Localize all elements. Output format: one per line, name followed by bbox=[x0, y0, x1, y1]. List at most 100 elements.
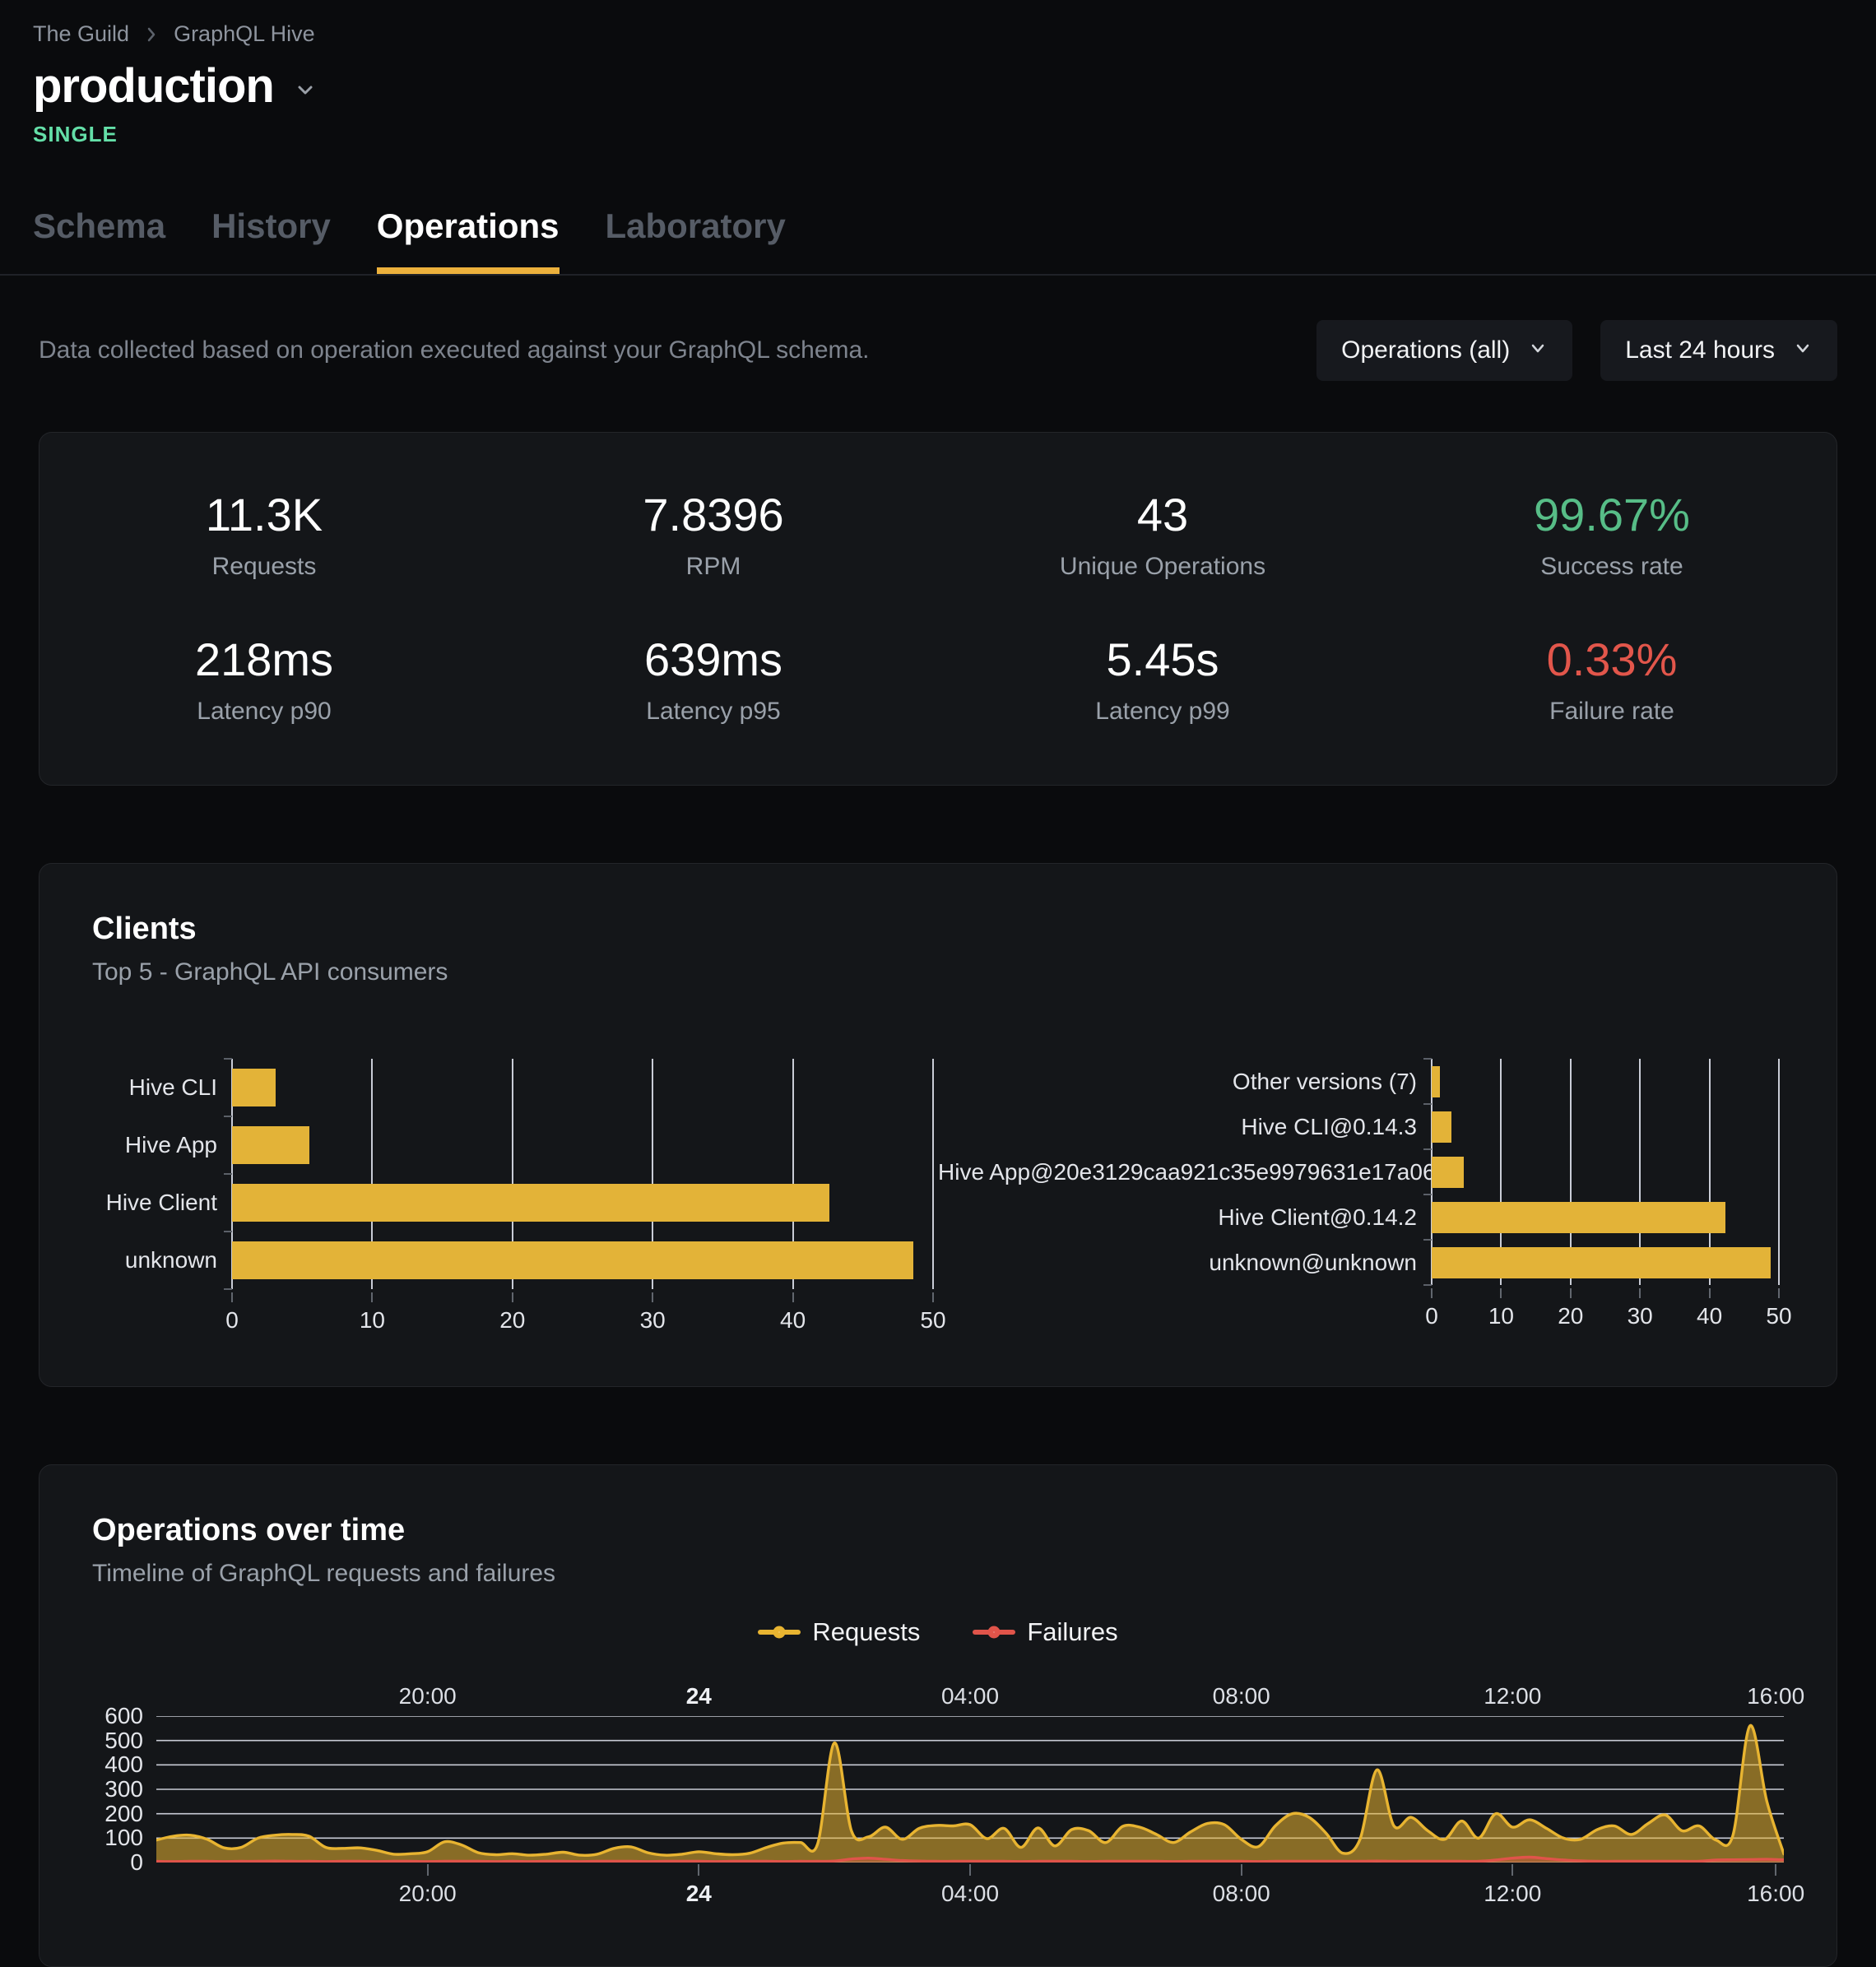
stats-panel: 11.3K Requests 7.8396 RPM 43 Unique Operation… bbox=[39, 432, 1837, 786]
timeline-area-chart bbox=[156, 1716, 1784, 1863]
bar-track bbox=[232, 1116, 938, 1174]
bar-row: Hive App@20e3129caa921c35e9979631e17a067… bbox=[938, 1149, 1784, 1195]
bar-row: unknown bbox=[92, 1232, 938, 1289]
stat-unique-operations: 43 Unique Operations bbox=[938, 489, 1387, 581]
breadcrumb-project[interactable]: GraphQL Hive bbox=[174, 21, 315, 46]
page-title: production bbox=[33, 59, 275, 113]
stat-success-rate: 99.67% Success rate bbox=[1387, 489, 1837, 581]
y-tick-label: 100 bbox=[104, 1825, 143, 1851]
bar-category-label: unknown@unknown bbox=[1209, 1249, 1417, 1275]
bar-hive-app bbox=[232, 1126, 309, 1164]
x-tick-label-bottom: 20:00 bbox=[398, 1881, 457, 1906]
timeline-legend: Requests Failures bbox=[92, 1617, 1784, 1647]
bar-track bbox=[1432, 1149, 1784, 1195]
tab-history[interactable]: History bbox=[211, 206, 331, 245]
timeline-x-axis-bottom-labels: 20:00 24 04:00 08:00 12:00 16:00 bbox=[156, 1863, 1804, 1909]
bar-category-label: Hive CLI bbox=[128, 1074, 217, 1100]
x-tick-label: 40 bbox=[1697, 1303, 1723, 1329]
bar-track bbox=[1432, 1240, 1784, 1285]
target-selector-chevron-down-icon[interactable] bbox=[292, 77, 318, 107]
bar-row: Hive App bbox=[92, 1116, 938, 1174]
bar-row: Hive CLI bbox=[92, 1059, 938, 1116]
x-tick-label-bottom: 16:00 bbox=[1747, 1881, 1805, 1906]
stat-value: 639ms bbox=[643, 633, 783, 685]
timeline-y-axis-labels: 0 100 200 300 400 500 600 bbox=[92, 1703, 156, 1875]
bar-track bbox=[232, 1232, 938, 1289]
bar-category-label: Hive Client bbox=[105, 1190, 217, 1215]
bar-hive-cli bbox=[232, 1069, 276, 1106]
bar-other-versions-7- bbox=[1432, 1065, 1441, 1097]
y-tick-label: 0 bbox=[130, 1849, 143, 1875]
stat-latency-p90: 218ms Latency p90 bbox=[39, 633, 489, 726]
x-tick-label-top: 12:00 bbox=[1484, 1683, 1542, 1709]
clients-by-version-chart: Other versions (7) Hive CLI@0.14.3 Hive Ap… bbox=[938, 1058, 1792, 1334]
stats-grid: 11.3K Requests 7.8396 RPM 43 Unique Operation… bbox=[39, 489, 1837, 726]
page-header: The Guild GraphQL Hive production SINGLE bbox=[0, 0, 1876, 147]
timeline-x-axis-top-labels: 20:00 24 04:00 08:00 12:00 16:00 bbox=[156, 1680, 1804, 1716]
stat-value: 11.3K bbox=[205, 489, 323, 540]
bar-row: Hive CLI@0.14.3 bbox=[938, 1104, 1784, 1149]
bar-track bbox=[1432, 1104, 1784, 1149]
stat-latency-p95: 639ms Latency p95 bbox=[489, 633, 938, 726]
x-tick-label-top: 04:00 bbox=[940, 1683, 1000, 1709]
legend-label: Failures bbox=[1027, 1617, 1118, 1646]
x-tick-label: 30 bbox=[1627, 1303, 1653, 1329]
timeline-plot: 20:00 24 04:00 08:00 12:00 16:00 20:00 24 04:00… bbox=[156, 1680, 1804, 1909]
tab-schema[interactable]: Schema bbox=[33, 206, 166, 245]
timeline-panel-title: Operations over time bbox=[92, 1513, 406, 1547]
stat-failure-rate: 0.33% Failure rate bbox=[1387, 633, 1837, 726]
x-tick-label-top: 20:00 bbox=[398, 1683, 457, 1709]
x-tick-label: 50 bbox=[1766, 1303, 1792, 1329]
clients-by-name-chart: Hive CLI Hive App Hive Client unknown 0 10 20 3… bbox=[92, 1058, 946, 1334]
x-tick-label: 30 bbox=[639, 1307, 666, 1333]
stat-value: 99.67% bbox=[1534, 489, 1690, 540]
stat-value: 0.33% bbox=[1546, 633, 1678, 685]
bar-row: Other versions (7) bbox=[938, 1059, 1784, 1104]
tab-operations[interactable]: Operations bbox=[376, 206, 560, 274]
timeline-chart: 0 100 200 300 400 500 600 20:00 24 04:00 08:00 12:… bbox=[92, 1680, 1804, 1909]
bar-hive-app-20e3129caa921c35e9979631e17a0679 bbox=[1432, 1156, 1464, 1188]
y-tick-label: 300 bbox=[104, 1776, 143, 1802]
x-tick-label: 20 bbox=[499, 1307, 526, 1333]
legend-item-requests[interactable]: Requests bbox=[758, 1617, 920, 1647]
stat-label: Latency p95 bbox=[646, 698, 781, 725]
stat-rpm: 7.8396 RPM bbox=[489, 489, 938, 581]
stat-label: Requests bbox=[211, 553, 317, 580]
bar-category-label: Hive App bbox=[124, 1132, 217, 1157]
bar-chart-gridlines bbox=[224, 1058, 934, 1290]
x-tick-label: 0 bbox=[1425, 1303, 1438, 1329]
stat-label: Latency p90 bbox=[197, 698, 332, 725]
y-tick-label: 500 bbox=[104, 1727, 143, 1753]
bar-row: unknown@unknown bbox=[938, 1240, 1784, 1285]
x-tick-label: 10 bbox=[359, 1307, 385, 1333]
clients-charts-row: Hive CLI Hive App Hive Client unknown 0 10 20 3… bbox=[92, 1058, 1792, 1334]
operations-description: Data collected based on operation execut… bbox=[39, 336, 870, 364]
bar-unknown-unknown bbox=[1432, 1246, 1771, 1278]
legend-label: Requests bbox=[812, 1617, 921, 1646]
stat-label: Unique Operations bbox=[1059, 553, 1266, 580]
chevron-down-icon bbox=[1528, 336, 1548, 364]
bar-category-label: unknown bbox=[124, 1247, 217, 1273]
stat-value: 5.45s bbox=[1106, 633, 1219, 685]
y-tick-label: 400 bbox=[104, 1751, 143, 1778]
x-tick-label-bottom: 12:00 bbox=[1484, 1881, 1542, 1906]
legend-item-failures[interactable]: Failures bbox=[973, 1617, 1118, 1647]
bar-track bbox=[232, 1174, 938, 1232]
bar-category-label: Other versions (7) bbox=[1232, 1068, 1417, 1094]
y-tick-label: 200 bbox=[104, 1800, 143, 1826]
bar-category-label: Hive App@20e3129caa921c35e9979631e17a067… bbox=[938, 1158, 1461, 1185]
x-tick-label-bottom: 08:00 bbox=[1212, 1881, 1270, 1906]
bar-hive-cli-0-14-3 bbox=[1432, 1111, 1451, 1143]
tab-laboratory[interactable]: Laboratory bbox=[605, 206, 786, 245]
bar-track bbox=[1432, 1195, 1784, 1240]
x-tick-label: 10 bbox=[1488, 1303, 1514, 1329]
breadcrumb-org[interactable]: The Guild bbox=[33, 21, 130, 46]
legend-marker-icon bbox=[758, 1619, 801, 1645]
stat-label: Success rate bbox=[1540, 553, 1683, 580]
operations-filter-dropdown[interactable]: Operations (all) bbox=[1316, 320, 1573, 381]
bar-chart-x-axis: 0 10 20 30 40 50 bbox=[225, 1291, 946, 1334]
timeline-panel-subtitle: Timeline of GraphQL requests and failure… bbox=[92, 1560, 556, 1587]
time-range-dropdown[interactable]: Last 24 hours bbox=[1600, 320, 1837, 381]
bar-category-label: Hive CLI@0.14.3 bbox=[1241, 1113, 1417, 1139]
x-tick-label-top: 24 bbox=[685, 1683, 712, 1709]
